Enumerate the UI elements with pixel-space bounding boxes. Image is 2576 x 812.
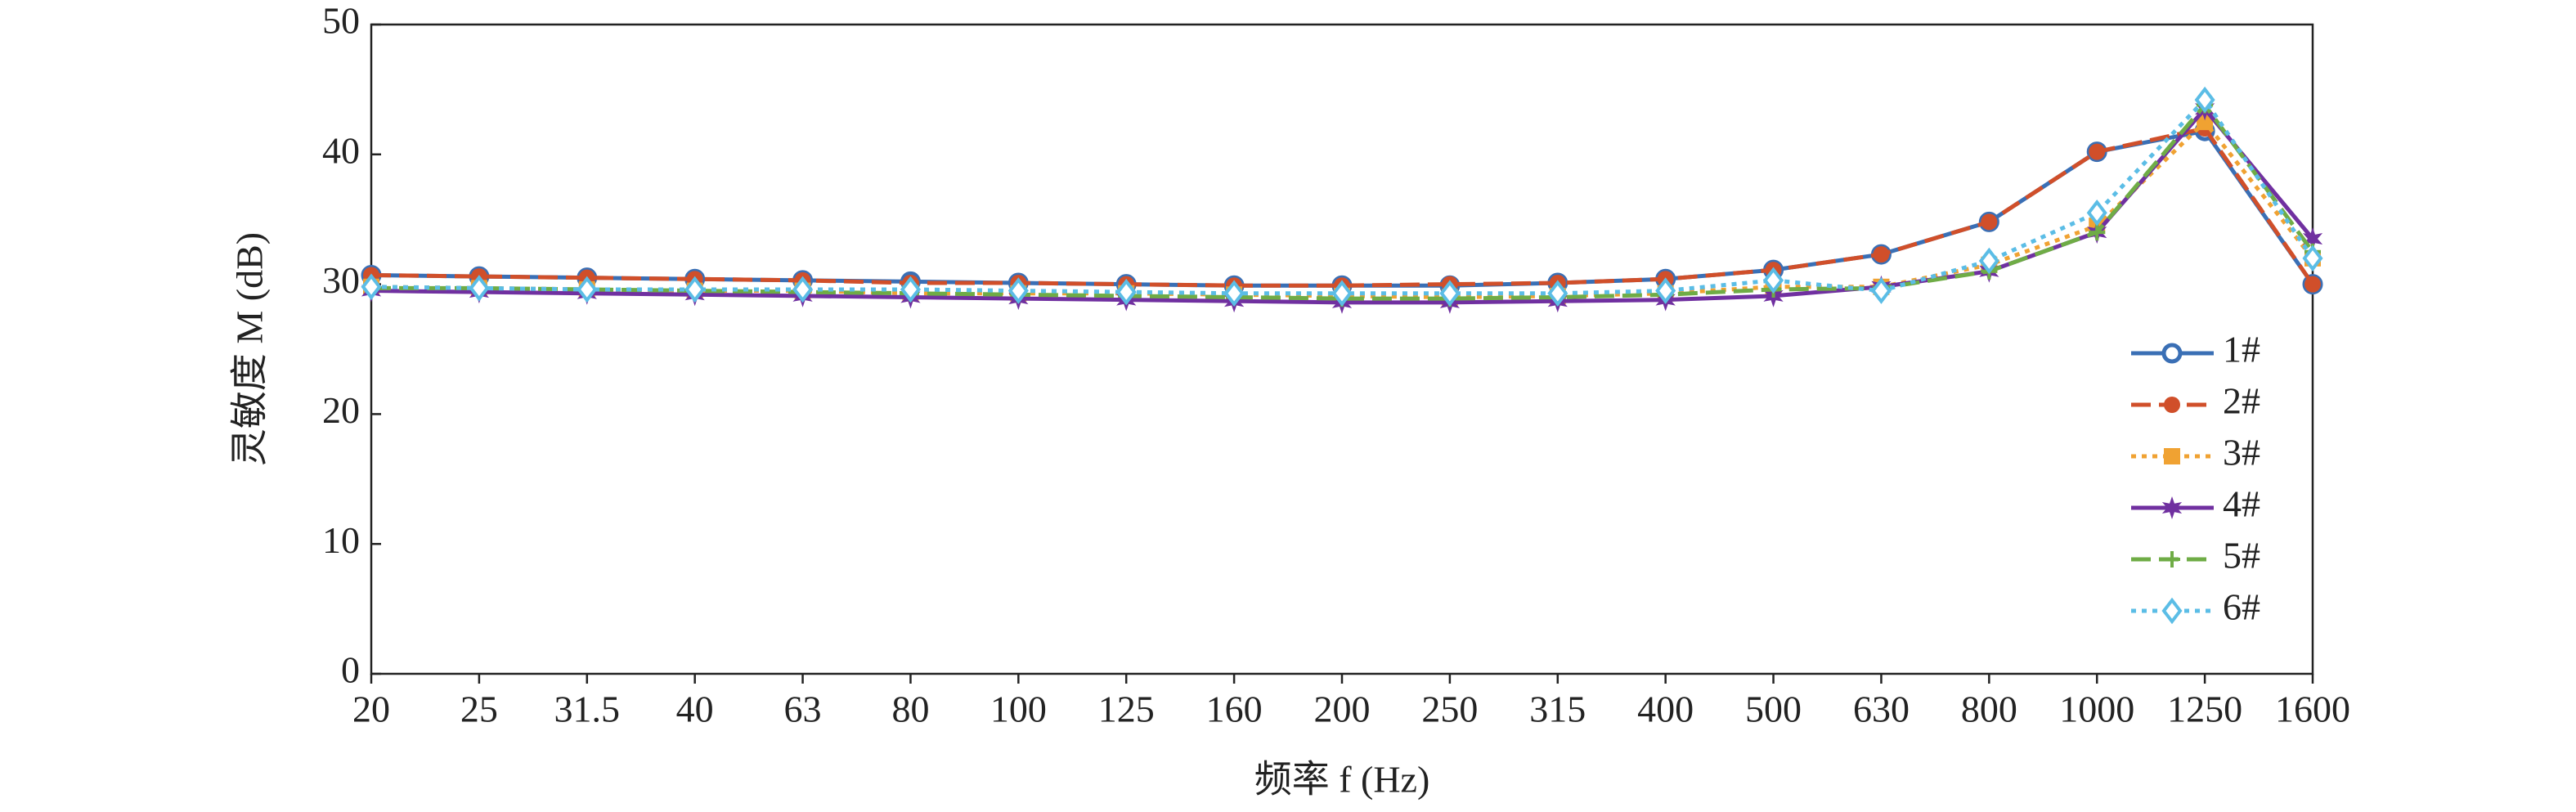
data-point <box>1763 267 1784 294</box>
data-point <box>2304 276 2321 293</box>
data-point <box>2086 199 2107 227</box>
x-tick-label: 100 <box>990 689 1047 730</box>
y-tick-label: 30 <box>322 259 360 301</box>
data-point <box>1331 280 1353 307</box>
legend-label: 5# <box>2223 535 2260 576</box>
y-tick-label: 0 <box>341 649 360 691</box>
data-point <box>1115 278 1137 306</box>
y-tick-label: 50 <box>322 0 360 42</box>
y-tick-label: 10 <box>322 519 360 561</box>
x-tick-label: 500 <box>1745 689 1802 730</box>
data-point <box>2194 86 2215 114</box>
x-axis-label: 频率 f (Hz) <box>1254 759 1430 801</box>
x-tick-label: 315 <box>1529 689 1586 730</box>
x-tick-label: 31.5 <box>554 689 621 730</box>
x-tick-label: 160 <box>1206 689 1263 730</box>
x-tick-label: 1250 <box>2167 689 2242 730</box>
data-point <box>792 276 814 303</box>
x-tick-label: 80 <box>891 689 929 730</box>
data-point <box>1978 247 1999 275</box>
series-line <box>370 126 2315 288</box>
legend-marker <box>2164 551 2180 568</box>
x-tick-label: 25 <box>460 689 498 730</box>
data-point <box>1223 280 1245 307</box>
data-point <box>1873 246 1890 263</box>
data-point <box>684 276 706 303</box>
x-tick-label: 800 <box>1961 689 2017 730</box>
legend-marker <box>2161 496 2183 519</box>
data-point <box>2302 227 2323 251</box>
series-line <box>370 119 2314 299</box>
data-point <box>361 273 382 301</box>
x-tick-label: 400 <box>1637 689 1694 730</box>
x-tick-label: 20 <box>352 689 390 730</box>
series-line <box>370 128 2315 288</box>
legend-label: 1# <box>2223 329 2260 370</box>
data-point <box>1439 280 1461 307</box>
legend-label: 4# <box>2223 483 2260 525</box>
legend-label: 3# <box>2223 432 2260 473</box>
data-point <box>2089 143 2106 160</box>
x-tick-label: 1000 <box>2059 689 2134 730</box>
series-line <box>370 96 2315 296</box>
legend-label: 2# <box>2223 380 2260 422</box>
legend-marker <box>2161 597 2183 625</box>
data-point <box>577 276 598 303</box>
legend-marker <box>2164 448 2180 464</box>
series-line <box>370 105 2314 305</box>
data-point <box>1981 213 1998 231</box>
data-point <box>1655 277 1676 304</box>
x-tick-label: 40 <box>676 689 714 730</box>
data-point <box>2197 114 2214 131</box>
legend-marker <box>2161 343 2183 364</box>
plot-frame <box>370 23 2314 675</box>
data-point <box>2302 244 2323 272</box>
x-tick-label: 250 <box>1421 689 1478 730</box>
data-point <box>900 276 921 303</box>
x-tick-label: 630 <box>1853 689 1910 730</box>
data-point <box>1870 277 1892 304</box>
x-tick-label: 200 <box>1314 689 1371 730</box>
x-tick-label: 1600 <box>2275 689 2350 730</box>
data-point <box>2089 224 2106 241</box>
y-axis-label: 灵敏度 M (dB) <box>229 232 271 466</box>
legend-marker <box>2164 397 2180 413</box>
y-tick-label: 40 <box>322 129 360 171</box>
x-tick-label: 63 <box>784 689 822 730</box>
x-tick-label: 125 <box>1098 689 1155 730</box>
legend-label: 6# <box>2223 586 2260 628</box>
y-tick-label: 20 <box>322 389 360 431</box>
data-point <box>469 275 490 302</box>
data-point <box>1547 280 1568 307</box>
data-point <box>1008 277 1029 304</box>
